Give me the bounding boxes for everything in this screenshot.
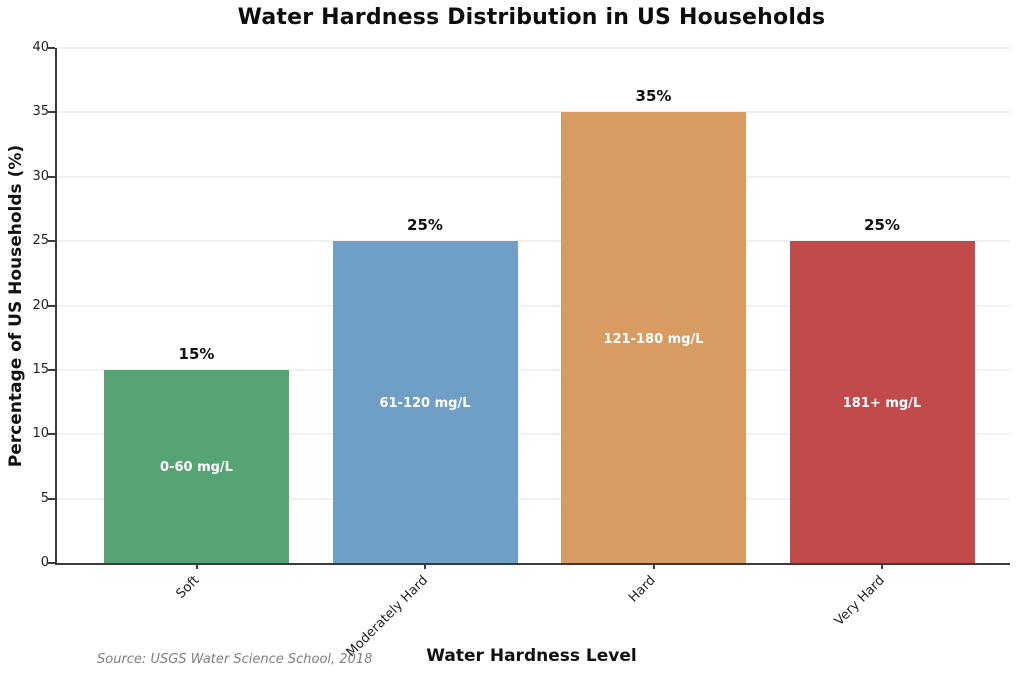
x-tick-label-hard: Hard: [626, 573, 660, 606]
y-tick-mark-35: [48, 111, 55, 114]
plot-area: 0 5 10 15 20 25 30 35 40 15% 0-60 mg/L Soft 25% 61-12…: [32, 40, 1010, 660]
x-axis-title: Water Hardness Level: [426, 646, 637, 666]
x-tick-label-soft: Soft: [173, 573, 203, 602]
gridline-y-40: [57, 47, 1010, 49]
y-tick-label-15: 15: [32, 361, 49, 377]
bar-range-label-hard: 121-180 mg/L: [603, 331, 704, 347]
gridline-y-25: [57, 240, 1010, 243]
x-tick-label-very-hard: Very Hard: [831, 573, 888, 629]
y-tick-label-30: 30: [32, 168, 49, 184]
chart-title: Water Hardness Distribution in US Househ…: [237, 5, 826, 30]
y-tick-mark-20: [48, 304, 55, 307]
y-tick-label-35: 35: [32, 104, 49, 120]
bar-value-label-hard: 35%: [635, 87, 672, 106]
bar-very-hard: [789, 241, 975, 563]
y-tick-mark-30: [48, 175, 55, 178]
bar-range-label-soft: 0-60 mg/L: [160, 460, 233, 476]
y-tick-mark-5: [48, 497, 55, 500]
x-tick-mark-soft: [195, 563, 198, 569]
gridline-y-5: [57, 497, 1010, 500]
gridline-y-35: [57, 111, 1010, 114]
bar-moderately-hard: [332, 241, 518, 563]
bar-range-label-moderately-hard: 61-120 mg/L: [379, 396, 471, 412]
x-tick-mark-very-hard: [881, 563, 883, 569]
y-tick-mark-0: [48, 562, 55, 564]
y-tick-label-0: 0: [40, 555, 49, 570]
x-tick-mark-hard: [652, 563, 655, 569]
source-note: Source: USGS Water Science School, 2018: [97, 652, 373, 667]
gridline-y-10: [57, 433, 1010, 436]
bar-value-label-very-hard: 25%: [864, 216, 900, 235]
bar-value-label-soft: 15%: [178, 344, 215, 363]
bar-hard: [561, 112, 746, 563]
gridline-y-15: [57, 368, 1010, 371]
bar-soft: [104, 369, 289, 563]
bar-value-label-moderately-hard: 25%: [407, 216, 443, 235]
y-tick-mark-40: [48, 47, 55, 49]
gridline-y-20: [57, 304, 1010, 307]
bar-range-label-very-hard: 181+ mg/L: [842, 396, 922, 412]
x-tick-mark-moderately-hard: [424, 563, 426, 569]
y-tick-label-10: 10: [32, 426, 49, 442]
y-tick-label-20: 20: [32, 297, 49, 313]
y-tick-label-25: 25: [32, 233, 49, 249]
y-tick-label-40: 40: [32, 40, 49, 55]
y-tick-mark-15: [48, 368, 55, 371]
y-tick-mark-25: [48, 240, 55, 243]
y-tick-mark-10: [48, 433, 55, 436]
y-tick-label-5: 5: [40, 490, 49, 506]
gridline-y-30: [57, 175, 1010, 178]
